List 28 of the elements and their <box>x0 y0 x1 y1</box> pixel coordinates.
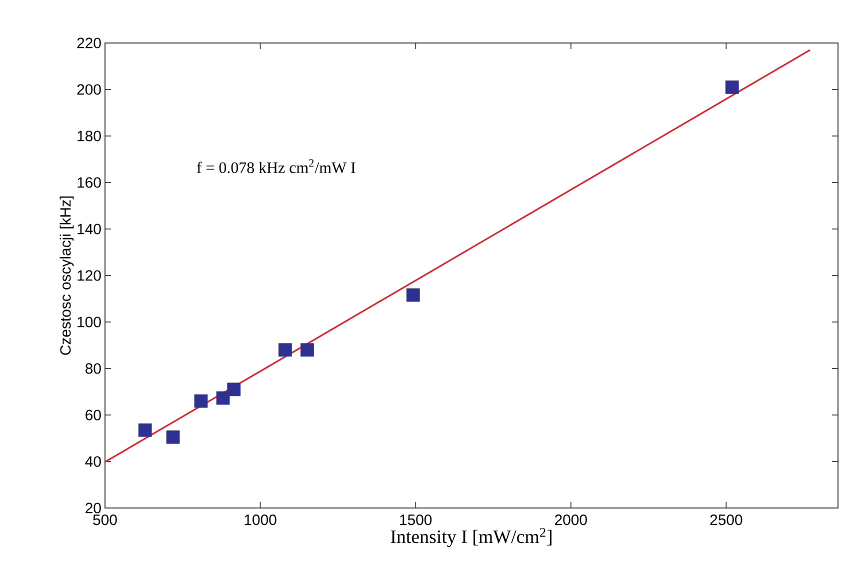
point <box>166 430 180 444</box>
y-tick-label: 200 <box>77 84 101 95</box>
x-tick-label: 1500 <box>400 514 432 526</box>
y-tick-label: 100 <box>78 316 101 328</box>
x-axis-title: Intensity I [mW/cm$^{2}$] <box>390 528 552 548</box>
y-tick-label: 120 <box>78 270 101 281</box>
x-tick-label: 2500 <box>710 514 742 526</box>
point <box>138 423 152 437</box>
x-tick-label: 1000 <box>244 514 276 526</box>
y-tick-label: 60 <box>86 410 101 420</box>
point <box>725 80 739 94</box>
point <box>300 343 314 357</box>
point <box>278 343 292 357</box>
x-tick-label: 500 <box>93 514 117 526</box>
y-tick-label: 80 <box>86 363 101 374</box>
point <box>194 394 208 408</box>
y-tick-label: 20 <box>86 502 101 514</box>
y-tick-label: 160 <box>78 177 101 188</box>
y-tick-label: 40 <box>85 456 101 467</box>
point <box>227 382 241 396</box>
x-tick-label: 2000 <box>555 514 587 526</box>
point <box>216 391 230 405</box>
y-axis-title: Czestosc oscylacji [kHz] <box>60 196 74 355</box>
y-tick-label: 180 <box>78 130 101 142</box>
point <box>406 288 420 302</box>
annotation: f = 0.078 kHz cm$^{2}$/mW I <box>196 159 356 174</box>
y-tick-label: 220 <box>77 38 101 48</box>
y-tick-label: 140 <box>78 224 101 234</box>
